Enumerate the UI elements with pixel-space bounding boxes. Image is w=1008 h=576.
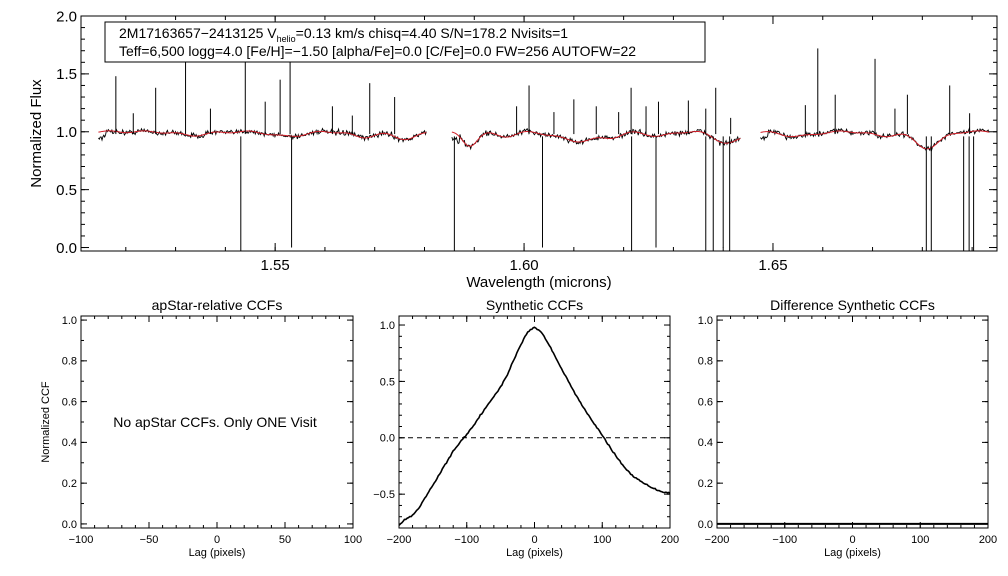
plot-frame — [716, 315, 989, 529]
x-tick-label: 100 — [344, 534, 362, 546]
y-tick-label: 0.0 — [380, 433, 395, 445]
y-tick-label: 1.0 — [56, 124, 77, 141]
model-spectrum-chip-1 — [98, 130, 427, 141]
y-tick-label: 0.8 — [62, 356, 77, 368]
x-tick-label: 200 — [979, 534, 997, 546]
plot-frame — [80, 15, 998, 252]
annotation-star-and-vlabel: 2M17163657−2413125 V — [119, 25, 277, 41]
y-tick-label: 1.0 — [380, 320, 395, 332]
y-tick-label: 0.4 — [698, 437, 713, 449]
chart-title: Difference Synthetic CCFs — [770, 297, 935, 313]
observed-spectrum-chip-1 — [98, 127, 427, 144]
spectrum-plot-area — [98, 33, 990, 251]
x-tick-label: −50 — [140, 534, 159, 546]
x-tick-label: 1.65 — [758, 257, 787, 274]
model-spectrum-chip-2 — [451, 130, 741, 147]
x-tick-label: 0 — [531, 534, 537, 546]
y-tick-label: 0.5 — [380, 376, 395, 388]
x-tick-label: 0 — [849, 534, 855, 546]
y-tick-label: 2.0 — [56, 8, 77, 25]
synthetic-ccf-panel: −200 −100 0 100 200 −0.5 0.0 0.5 1.0 Synthetic CC… — [373, 297, 679, 559]
x-axis-label: Wavelength (microns) — [466, 274, 611, 291]
x-tick-label: 100 — [593, 534, 611, 546]
y-tick-label: 1.5 — [56, 66, 77, 83]
annotation-stats: =0.13 km/s chisq=4.40 S/N=178.2 Nvisits=… — [296, 25, 569, 41]
x-tick-label: −200 — [705, 534, 730, 546]
x-axis-label: Lag (pixels) — [189, 547, 246, 559]
y-tick-label: 0.6 — [698, 396, 713, 408]
spectrum-panel: 1.55 1.60 1.65 0.0 0.5 1.0 1.5 2.0 Wavelength (m… — [28, 8, 998, 291]
y-tick-label: 0.0 — [698, 519, 713, 531]
no-ccf-message: No apStar CCFs. Only ONE Visit — [113, 414, 317, 430]
annotation-box — [104, 21, 706, 63]
x-tick-label: 1.55 — [261, 257, 290, 274]
annotation-line-1: 2M17163657−2413125 Vhelio=0.13 km/s chis… — [119, 25, 568, 44]
y-axis-label: Normalized Flux — [28, 79, 45, 188]
y-tick-label: 0.4 — [62, 437, 77, 449]
chart-title: Synthetic CCFs — [486, 297, 583, 313]
y-tick-label: 1.0 — [62, 315, 77, 327]
y-tick-label: −0.5 — [373, 489, 395, 501]
x-tick-label: 100 — [911, 534, 929, 546]
y-tick-label: 0.0 — [56, 240, 77, 257]
annotation-helio-subscript: helio — [277, 34, 296, 44]
plot-frame — [398, 315, 671, 529]
x-tick-label: −200 — [387, 534, 412, 546]
x-tick-label: 200 — [661, 534, 679, 546]
x-tick-label: −100 — [69, 534, 94, 546]
y-tick-label: 0.8 — [698, 356, 713, 368]
apstar-ccf-panel: −100 −50 0 50 100 0.0 0.2 0.4 0.6 0.8 1.0 apStar-re… — [40, 297, 362, 559]
y-axis-label: Normalized CCF — [40, 381, 52, 463]
x-axis-label: Lag (pixels) — [506, 547, 563, 559]
y-tick-label: 0.5 — [56, 182, 77, 199]
x-tick-label: 1.60 — [509, 257, 538, 274]
y-tick-label: 0.2 — [698, 478, 713, 490]
x-tick-label: 50 — [279, 534, 291, 546]
difference-ccf-panel: −200 −100 0 100 200 0.0 0.2 0.4 0.6 0.8 1.0 Differe… — [698, 297, 997, 559]
annotation-line-2: Teff=6,500 logg=4.0 [Fe/H]=−1.50 [alpha/… — [119, 43, 636, 59]
synthetic-ccf-line — [398, 326, 671, 526]
chart-title: apStar-relative CCFs — [152, 297, 283, 313]
y-tick-label: 0.2 — [62, 478, 77, 490]
x-tick-label: 0 — [214, 534, 220, 546]
x-tick-label: −100 — [454, 534, 479, 546]
y-tick-label: 1.0 — [698, 315, 713, 327]
x-axis-label: Lag (pixels) — [824, 547, 881, 559]
x-tick-label: −100 — [772, 534, 797, 546]
model-spectrum-chip-3 — [760, 130, 990, 150]
y-tick-label: 0.6 — [62, 396, 77, 408]
y-tick-label: 0.0 — [62, 519, 77, 531]
